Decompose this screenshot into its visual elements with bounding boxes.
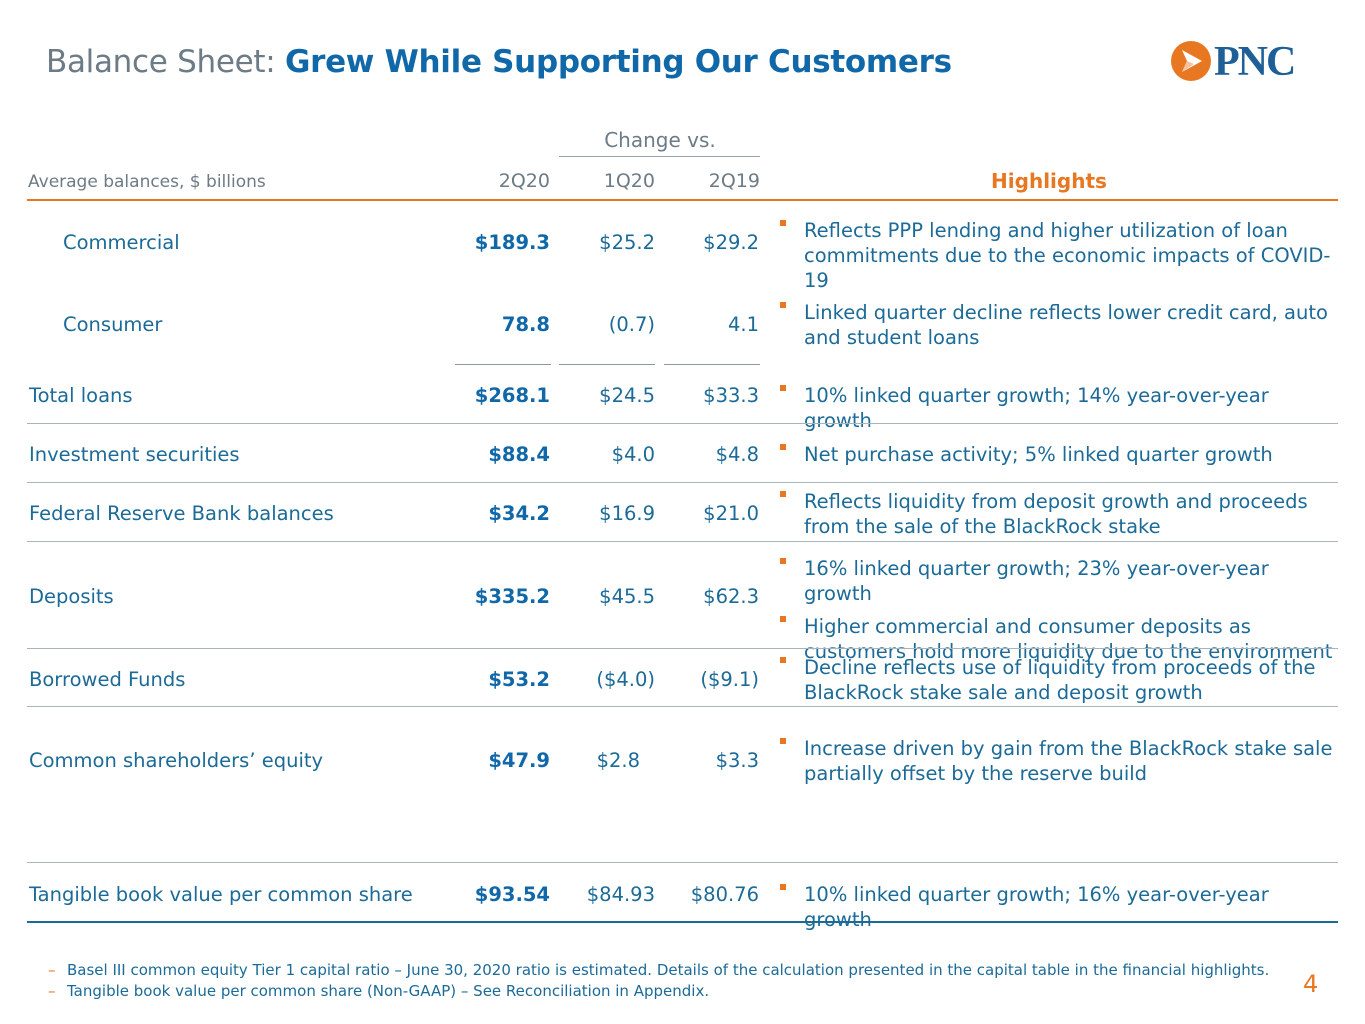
bullet-icon xyxy=(780,385,786,391)
subtotal-rule xyxy=(664,364,760,365)
table-caption: Average balances, $ billions xyxy=(28,172,266,192)
change-vs-header: Change vs. xyxy=(604,128,716,152)
bullet-icon xyxy=(780,657,786,663)
value-2q20: $335.2 xyxy=(474,585,550,608)
bullet-icon xyxy=(780,738,786,744)
change-2q19: 4.1 xyxy=(727,313,759,336)
bullet-icon xyxy=(780,558,786,564)
highlights: Decline reflects use of liquidity from p… xyxy=(780,655,1336,705)
value-2q20: $268.1 xyxy=(474,384,550,407)
table-bottom-rule xyxy=(27,921,1338,923)
highlights-header: Highlights xyxy=(991,169,1107,193)
column-header-2q19: 2Q19 xyxy=(708,170,760,192)
dash-icon: – xyxy=(48,961,56,979)
row-label: Tangible book value per common share xyxy=(29,883,413,906)
column-header-1q20: 1Q20 xyxy=(603,170,655,192)
title-main: Grew While Supporting Our Customers xyxy=(284,44,952,80)
change-2q19: $4.8 xyxy=(715,443,759,466)
highlights: Increase driven by gain from the BlackRo… xyxy=(780,736,1336,786)
highlight-item: Increase driven by gain from the BlackRo… xyxy=(780,736,1336,786)
column-header-2q20: 2Q20 xyxy=(498,170,550,192)
bullet-icon xyxy=(780,302,786,308)
highlight-item: 10% linked quarter growth; 16% year-over… xyxy=(780,882,1336,932)
subtotal-rule xyxy=(455,364,551,365)
change-2q19: $3.3 xyxy=(715,749,759,772)
change-2q19: ($9.1) xyxy=(700,668,759,691)
row-separator xyxy=(27,648,1338,649)
change-1q20: $25.2 xyxy=(599,231,655,254)
bullet-icon xyxy=(780,616,786,622)
row-separator xyxy=(27,706,1338,707)
change-2q19: $29.2 xyxy=(703,231,759,254)
change-1q20: $16.9 xyxy=(599,502,655,525)
value-2q20: $34.2 xyxy=(488,502,550,525)
highlight-item: Decline reflects use of liquidity from p… xyxy=(780,655,1336,705)
subtotal-rule xyxy=(559,364,655,365)
value-2q20: $53.2 xyxy=(488,668,550,691)
row-label: Federal Reserve Bank balances xyxy=(29,502,334,525)
bullet-icon xyxy=(780,444,786,450)
highlight-item: Net purchase activity; 5% linked quarter… xyxy=(780,442,1336,467)
bullet-icon xyxy=(780,220,786,226)
dash-icon: – xyxy=(48,982,56,1000)
pnc-logo: PNC xyxy=(1170,38,1320,88)
pnc-triangle-icon xyxy=(1171,41,1211,81)
change-1q20: $4.0 xyxy=(611,443,655,466)
value-2q20: $47.9 xyxy=(488,749,550,772)
highlight-item: Reflects liquidity from deposit growth a… xyxy=(780,489,1336,539)
logo-wordmark: PNC xyxy=(1214,39,1296,85)
footnotes: – Basel III common equity Tier 1 capital … xyxy=(48,960,1269,1002)
bullet-icon xyxy=(780,491,786,497)
page-title: Balance Sheet: Grew While Supporting Our… xyxy=(46,44,952,80)
highlight-item: 16% linked quarter growth; 23% year-over… xyxy=(780,556,1336,606)
row-label: Borrowed Funds xyxy=(29,668,186,691)
header-rule xyxy=(27,199,1338,201)
highlights: Linked quarter decline reflects lower cr… xyxy=(780,300,1336,350)
value-2q20: $189.3 xyxy=(474,231,550,254)
value-2q20: 78.8 xyxy=(501,313,550,336)
footnote: – Tangible book value per common share (N… xyxy=(48,982,710,1000)
row-separator xyxy=(27,541,1338,542)
change-2q19: $80.76 xyxy=(690,883,759,906)
highlights: 16% linked quarter growth; 23% year-over… xyxy=(780,556,1336,664)
change-2q19: $21.0 xyxy=(703,502,759,525)
change-1q20: $84.93 xyxy=(586,883,655,906)
row-label: Common shareholders’ equity xyxy=(29,749,324,772)
page-number: 4 xyxy=(1303,970,1319,998)
highlights: Net purchase activity; 5% linked quarter… xyxy=(780,442,1336,467)
row-label: Deposits xyxy=(29,585,114,608)
highlight-item: 10% linked quarter growth; 14% year-over… xyxy=(780,383,1336,433)
highlights: 10% linked quarter growth; 14% year-over… xyxy=(780,383,1336,433)
row-separator xyxy=(27,862,1338,863)
value-2q20: $88.4 xyxy=(488,443,550,466)
change-1q20: $45.5 xyxy=(599,585,655,608)
row-label: Total loans xyxy=(29,384,133,407)
change-1q20: $2.8 xyxy=(596,749,640,772)
row-separator xyxy=(27,482,1338,483)
change-header-rule xyxy=(559,156,760,157)
title-prefix: Balance Sheet: xyxy=(46,44,276,80)
change-1q20: (0.7) xyxy=(608,313,655,336)
row-label: Commercial xyxy=(63,231,180,254)
row-label: Consumer xyxy=(63,313,163,336)
change-1q20: $24.5 xyxy=(599,384,655,407)
highlight-item: Linked quarter decline reflects lower cr… xyxy=(780,300,1336,350)
value-2q20: $93.54 xyxy=(474,883,550,906)
bullet-icon xyxy=(780,884,786,890)
row-label: Investment securities xyxy=(29,443,240,466)
change-2q19: $62.3 xyxy=(703,585,759,608)
footnote: – Basel III common equity Tier 1 capital … xyxy=(48,961,1270,979)
change-2q19: $33.3 xyxy=(703,384,759,407)
change-1q20: ($4.0) xyxy=(596,668,655,691)
highlights: 10% linked quarter growth; 16% year-over… xyxy=(780,882,1336,932)
highlight-item: Reflects PPP lending and higher utilizat… xyxy=(780,218,1336,293)
highlight-item: Higher commercial and consumer deposits … xyxy=(780,614,1336,664)
highlights: Reflects PPP lending and higher utilizat… xyxy=(780,218,1336,293)
row-separator xyxy=(27,423,1338,424)
highlights: Reflects liquidity from deposit growth a… xyxy=(780,489,1336,539)
